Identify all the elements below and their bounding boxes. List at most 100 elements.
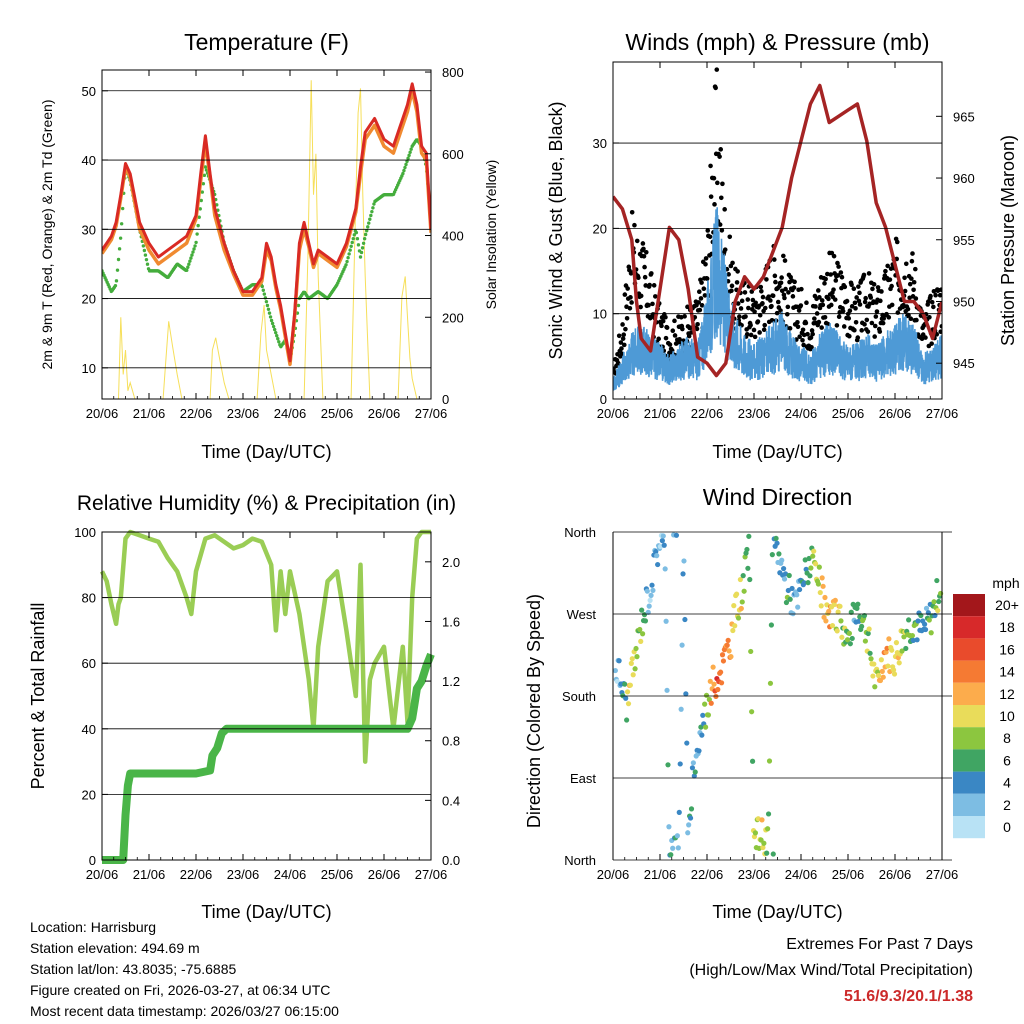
direction-point [761, 840, 767, 846]
gust-point [708, 194, 714, 199]
gust-point [933, 292, 938, 298]
direction-point [885, 663, 891, 669]
gust-point [803, 320, 809, 326]
direction-point [647, 597, 653, 603]
direction-point [896, 660, 902, 666]
gust-point [772, 273, 778, 279]
direction-point [738, 605, 744, 612]
dewpoint-point [192, 247, 196, 251]
gust-point [715, 180, 720, 186]
gust-point [836, 314, 842, 319]
direction-series [612, 532, 944, 858]
dewpoint-point [141, 244, 146, 248]
gust-point [714, 67, 720, 72]
gust-point [745, 297, 751, 302]
dewpoint-point [269, 318, 274, 323]
gust-point [735, 301, 741, 306]
x-tick-label: 25/06 [832, 867, 865, 882]
gust-point [746, 305, 751, 311]
gust-point [755, 319, 761, 324]
y-tick-label-right: 0.8 [442, 734, 460, 749]
gust-point [775, 299, 781, 305]
gust-point [696, 300, 702, 305]
gust-point [809, 328, 815, 333]
gust-point [925, 299, 931, 304]
gust-point [849, 304, 855, 309]
dewpoint-point [117, 247, 122, 251]
direction-point [681, 558, 687, 564]
gust-point [928, 293, 933, 299]
gust-point [801, 342, 806, 348]
x-tick-label: 23/06 [227, 406, 260, 421]
gust-point [699, 280, 704, 285]
gust-point [729, 283, 735, 289]
x-tick-label: 26/06 [368, 406, 401, 421]
direction-point [661, 542, 667, 548]
direction-point [746, 533, 752, 539]
direction-plot-area [612, 532, 944, 858]
gust-point [752, 309, 757, 314]
gust-point [742, 290, 748, 295]
y-tick-label-left: North [564, 525, 596, 540]
direction-point [674, 833, 680, 839]
dewpoint-point [409, 147, 413, 151]
direction-point [826, 608, 832, 614]
direction-point [711, 681, 717, 687]
direction-point [720, 658, 727, 664]
dewpoint-point [191, 250, 195, 254]
gust-point [697, 307, 703, 313]
dewpoint-point [260, 284, 264, 289]
y-tick-label-left: 10 [82, 361, 96, 376]
direction-point [686, 822, 692, 828]
legend-label: 20+ [995, 597, 1019, 613]
gust-point [883, 268, 888, 274]
dewpoint-point [404, 162, 408, 167]
rh-title: Relative Humidity (%) & Precipitation (i… [77, 492, 456, 515]
gust-point [694, 326, 700, 332]
gust-point [744, 331, 750, 337]
x-tick-label: 25/06 [321, 406, 354, 421]
dewpoint-point [266, 307, 271, 312]
gust-point [909, 258, 915, 264]
x-tick-label: 26/06 [879, 867, 912, 882]
dewpoint-point [263, 296, 268, 300]
y-tick-label-left: 20 [82, 787, 96, 802]
y-tick-label-left: 20 [82, 292, 96, 307]
gust-point [703, 256, 709, 261]
direction-point [644, 588, 650, 594]
gust-point [664, 325, 670, 330]
gust-point [874, 309, 880, 314]
gust-point [796, 308, 802, 313]
info-recent: Most recent data timestamp: 2026/03/27 0… [30, 1003, 339, 1019]
direction-point [744, 546, 750, 553]
direction-point [689, 765, 696, 771]
dewpoint-point [185, 268, 189, 273]
gust-point [643, 249, 649, 255]
y-tick-label-right: 200 [442, 310, 464, 325]
gust-point [853, 320, 859, 325]
gust-point [647, 282, 652, 288]
direction-point [901, 634, 907, 640]
gust-point [735, 269, 740, 274]
y-tick-label-right: 600 [442, 147, 464, 162]
gust-point [805, 331, 810, 337]
direction-point [646, 603, 652, 609]
gust-point [854, 295, 859, 300]
direction-point [649, 582, 655, 588]
gust-point [923, 335, 928, 340]
gust-point [760, 294, 766, 300]
gust-point [822, 315, 828, 320]
gust-point [628, 295, 633, 300]
direction-point [765, 811, 772, 817]
gust-point [857, 302, 863, 307]
y-tick-label-left: 0 [600, 392, 607, 407]
direction-point [812, 561, 819, 567]
direction-point [749, 758, 756, 764]
legend-label: 12 [999, 686, 1015, 702]
gust-point [831, 287, 836, 292]
sonic-wind-series [613, 207, 942, 391]
direction-point [815, 581, 821, 587]
direction-point [837, 603, 843, 609]
y-tick-label-right: 1.6 [442, 614, 460, 629]
direction-point [835, 609, 841, 615]
